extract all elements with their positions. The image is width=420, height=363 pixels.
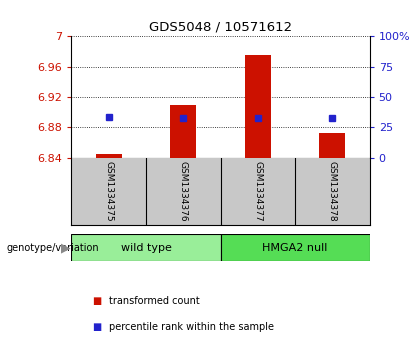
Text: genotype/variation: genotype/variation — [6, 243, 99, 253]
Bar — [220, 234, 370, 261]
Text: transformed count: transformed count — [109, 296, 200, 306]
Text: ■: ■ — [92, 296, 102, 306]
Text: GSM1334376: GSM1334376 — [179, 161, 188, 222]
Text: ■: ■ — [92, 322, 102, 332]
Bar — [170, 105, 196, 158]
Text: GSM1334375: GSM1334375 — [104, 161, 113, 222]
Bar — [319, 133, 345, 158]
Bar — [96, 154, 122, 158]
Text: GSM1334378: GSM1334378 — [328, 161, 337, 222]
Text: ▶: ▶ — [61, 241, 71, 254]
Text: GSM1334377: GSM1334377 — [253, 161, 262, 222]
Bar — [245, 55, 271, 158]
Text: percentile rank within the sample: percentile rank within the sample — [109, 322, 274, 332]
Text: wild type: wild type — [121, 243, 171, 253]
Text: HMGA2 null: HMGA2 null — [262, 243, 328, 253]
Bar — [71, 234, 220, 261]
Title: GDS5048 / 10571612: GDS5048 / 10571612 — [149, 21, 292, 34]
